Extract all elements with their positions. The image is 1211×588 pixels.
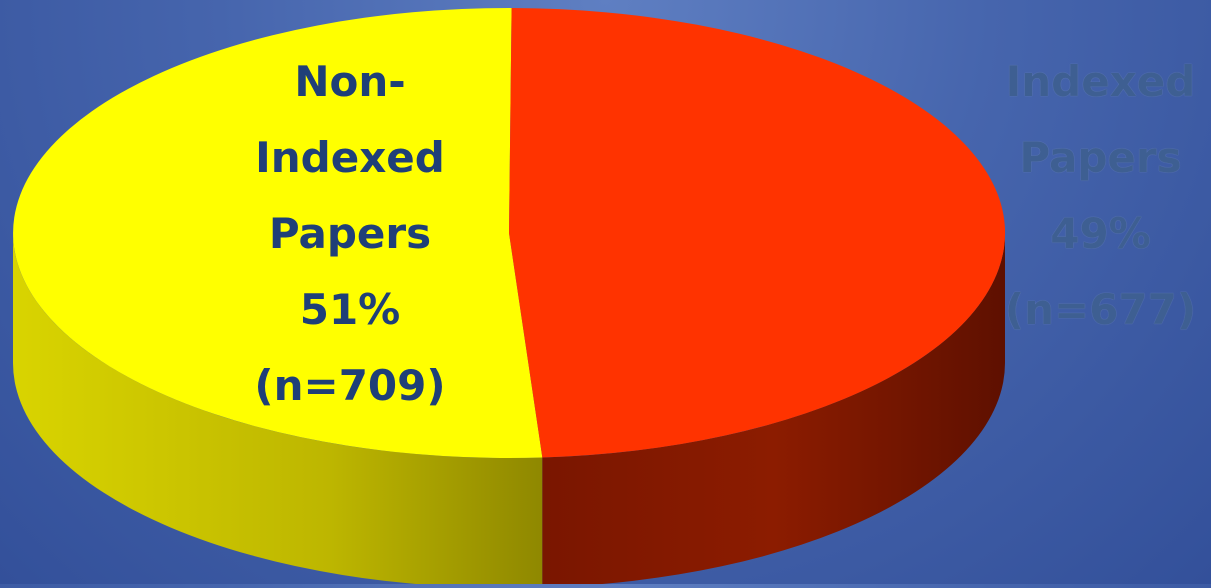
pie-slice-indexed	[509, 8, 1006, 458]
slice-name-line: Papers	[1019, 133, 1182, 182]
slice-name-line: Indexed	[255, 133, 445, 182]
slice-label-indexed: Indexed Papers 49% (n=677)	[990, 44, 1211, 348]
pie-slice-non-indexed	[13, 7, 543, 458]
slice-percent-label: 49%	[1050, 209, 1151, 258]
slice-name-line: Non-	[294, 57, 406, 106]
slice-count-label: (n=709)	[254, 361, 446, 410]
pie-slice-side-non-indexed	[13, 233, 543, 588]
pie-slice-side-indexed	[542, 233, 1005, 588]
slice-label-non-indexed: Non- Indexed Papers 51% (n=709)	[205, 44, 495, 424]
slice-name-line: Papers	[268, 209, 432, 258]
slice-count-label: (n=677)	[1004, 285, 1197, 334]
slice-name-line: Indexed	[1005, 57, 1196, 106]
slice-percent-label: 51%	[299, 285, 401, 334]
